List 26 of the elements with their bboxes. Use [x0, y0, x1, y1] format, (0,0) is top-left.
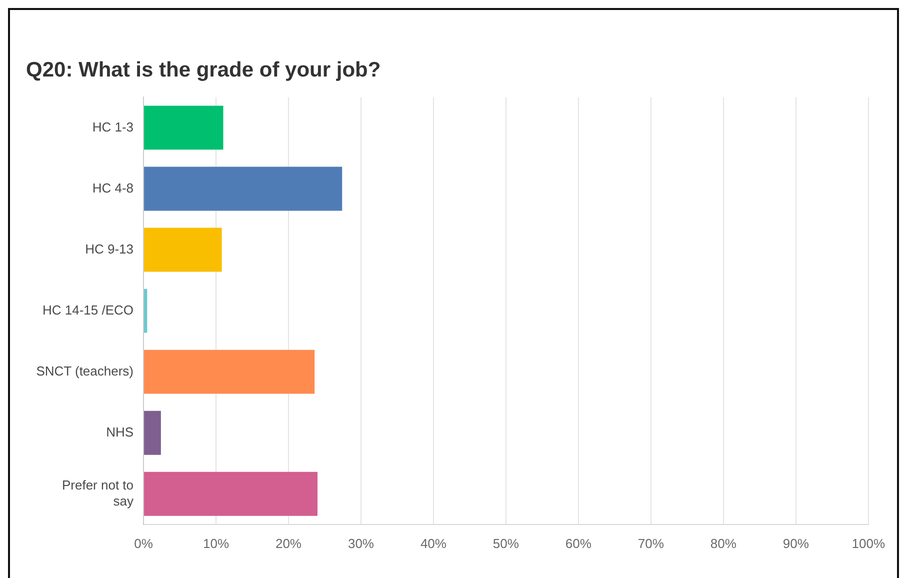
x-tick-label: 60%	[565, 536, 592, 551]
x-tick-label: 80%	[710, 536, 737, 551]
y-tick-label: HC 9-13	[85, 241, 134, 256]
x-tick-label: 70%	[638, 536, 664, 551]
bar	[144, 472, 318, 516]
x-tick-label: 30%	[348, 536, 374, 551]
bar	[144, 288, 148, 333]
y-tick-label: SNCT (teachers)	[36, 363, 134, 378]
x-tick-label: 50%	[492, 536, 520, 551]
y-tick-label: HC 14-15 /ECO	[42, 302, 134, 318]
x-tick-label: 20%	[275, 536, 302, 551]
bar	[144, 410, 161, 455]
y-tick-label: HC 4-8	[92, 180, 134, 196]
x-tick-label: 40%	[420, 536, 447, 551]
bar	[144, 166, 342, 211]
y-tick-label: NHS	[106, 424, 134, 440]
chart-title: Q20: What is the grade of your job?	[26, 58, 381, 82]
x-tick-label: 0%	[134, 536, 154, 551]
y-tick-label: Prefer not to say	[62, 478, 134, 508]
y-tick-label: HC 1-3	[92, 119, 134, 134]
x-tick-label: 100%	[852, 536, 886, 551]
bar	[144, 228, 222, 272]
x-tick-label: 90%	[782, 536, 810, 551]
bar	[144, 350, 315, 394]
x-tick-label: 10%	[202, 536, 230, 551]
bar	[144, 106, 224, 150]
